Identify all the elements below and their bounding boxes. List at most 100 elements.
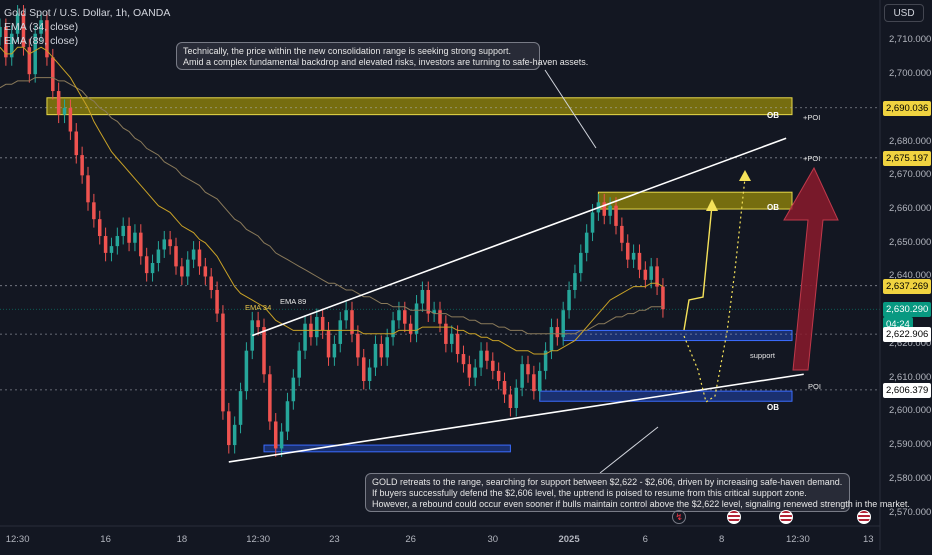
x-tick-label: 12:30 — [5, 534, 30, 545]
candle-body — [590, 212, 595, 233]
price-level-tag: 2,622.906 — [883, 327, 932, 343]
candle-body — [426, 289, 431, 314]
candle-body — [15, 13, 20, 34]
candle-body — [180, 266, 184, 277]
candle-body — [221, 313, 225, 412]
bottom-note[interactable]: GOLD retreats to the range, searching fo… — [365, 473, 910, 512]
symbol-title[interactable]: Gold Spot / U.S. Dollar, 1h, OANDA — [4, 7, 171, 19]
y-tick-label: 2,660.000 — [889, 203, 932, 215]
candle-body — [373, 343, 378, 368]
projected-path-dotted — [683, 177, 746, 403]
currency-button[interactable]: USD — [884, 4, 924, 22]
trendlines-layer — [228, 69, 804, 474]
bottom-note-line-2: If buyers successfully defend the $2,606… — [372, 488, 807, 498]
trendline-lower-channel — [228, 373, 804, 463]
candle-body — [168, 239, 172, 247]
candle-body — [514, 387, 519, 408]
x-tick-label: 18 — [176, 534, 188, 545]
candle-body — [291, 377, 296, 402]
us-flag-icon[interactable] — [857, 510, 871, 524]
y-tick-label: 2,640.000 — [889, 270, 932, 282]
candle-body — [297, 350, 301, 378]
candle-body — [80, 155, 84, 176]
top-note[interactable]: Technically, the price within the new co… — [176, 42, 589, 70]
candle-body — [444, 323, 448, 344]
candle-body — [21, 13, 26, 48]
top-note-line-2: Amid a complex fundamental backdrop and … — [183, 57, 589, 67]
candle-body — [144, 256, 149, 274]
y-tick-label: 2,650.000 — [889, 236, 932, 248]
candle-body — [68, 107, 73, 132]
candle-body — [379, 343, 384, 358]
candle-body — [39, 20, 43, 34]
zone-order-block-1 — [597, 191, 793, 210]
ob-label-bottom: OB — [767, 403, 779, 412]
candle-body — [273, 421, 278, 449]
candle-body — [127, 225, 131, 243]
candle-body — [162, 239, 167, 250]
candle-body — [0, 26, 2, 38]
candle-body — [614, 205, 618, 226]
candle-body — [191, 249, 196, 260]
candle-body — [203, 266, 208, 277]
candle-body — [549, 327, 554, 351]
candle-body — [403, 310, 407, 324]
candle-body — [537, 370, 542, 392]
us-flag-icon[interactable] — [727, 510, 741, 524]
y-tick-label: 2,570.000 — [889, 506, 932, 518]
zone-order-block-0 — [46, 97, 793, 116]
us-flag-icon[interactable] — [779, 510, 793, 524]
candle-body — [385, 337, 389, 358]
x-tick-label: 26 — [405, 534, 416, 545]
candle-body — [561, 310, 565, 338]
chart-legend: Gold Spot / U.S. Dollar, 1h, OANDA EMA (… — [4, 6, 170, 48]
x-tick-label: 6 — [642, 534, 648, 545]
candle-body — [262, 327, 266, 375]
candle-body — [602, 202, 607, 216]
candle-body — [9, 33, 14, 58]
y-tick-label: 2,670.000 — [889, 169, 932, 181]
candle-body — [315, 316, 319, 338]
price-level-tag: 2,675.197 — [883, 150, 932, 166]
bottom-note-line-1: GOLD retreats to the range, searching fo… — [372, 477, 843, 487]
candle-body — [467, 364, 472, 378]
y-tick-label: 2,610.000 — [889, 371, 932, 383]
candle-body — [543, 350, 548, 371]
y-tick-label: 2,710.000 — [889, 34, 932, 46]
ema34-legend[interactable]: EMA (34, close) — [4, 21, 79, 33]
candle-body — [449, 333, 454, 344]
candle-body — [45, 20, 49, 58]
ema89-legend[interactable]: EMA (89, close) — [4, 35, 79, 47]
bottom-note-pointer — [599, 426, 659, 474]
candle-body — [661, 286, 665, 310]
last-price-tag: 2,630.290 — [883, 302, 932, 318]
ema89-chart-label: EMA 89 — [280, 297, 307, 306]
candle-body — [197, 249, 202, 267]
projected-path-arrowhead — [706, 199, 718, 211]
candle-body — [643, 269, 648, 280]
zones-layer — [46, 97, 793, 453]
candle-body — [532, 374, 536, 392]
y-tick-label: 2,580.000 — [889, 472, 932, 484]
candle-body — [391, 320, 395, 338]
bullish-arrow-icon — [783, 166, 839, 371]
candle-body — [209, 276, 213, 290]
candle-body — [461, 354, 466, 365]
candle-body — [631, 252, 636, 260]
zone-support-2 — [562, 329, 793, 342]
y-tick-label: 2,700.000 — [889, 68, 932, 80]
candle-body — [303, 323, 307, 351]
lightning-icon[interactable]: ↯ — [672, 510, 686, 524]
candle-body — [520, 364, 524, 388]
x-tick-label: 16 — [100, 534, 111, 545]
x-tick-label: 23 — [329, 534, 340, 545]
candle-body — [133, 232, 137, 243]
candle-body — [414, 303, 419, 334]
candle-body — [279, 431, 284, 449]
candle-body — [86, 175, 90, 203]
candle-body — [584, 232, 589, 253]
x-tick-label: 13 — [862, 534, 874, 545]
y-tick-label: 2,590.000 — [889, 439, 932, 451]
